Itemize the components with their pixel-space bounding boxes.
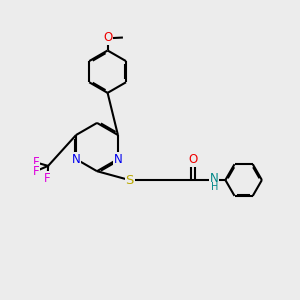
- Text: N: N: [72, 153, 80, 166]
- Text: O: O: [188, 153, 198, 166]
- Text: N: N: [113, 153, 122, 166]
- Text: S: S: [125, 173, 134, 187]
- Text: H: H: [211, 182, 218, 191]
- Text: F: F: [32, 156, 39, 169]
- Text: O: O: [103, 31, 112, 44]
- Text: F: F: [44, 172, 51, 185]
- Text: F: F: [32, 165, 39, 178]
- Text: N: N: [210, 172, 219, 185]
